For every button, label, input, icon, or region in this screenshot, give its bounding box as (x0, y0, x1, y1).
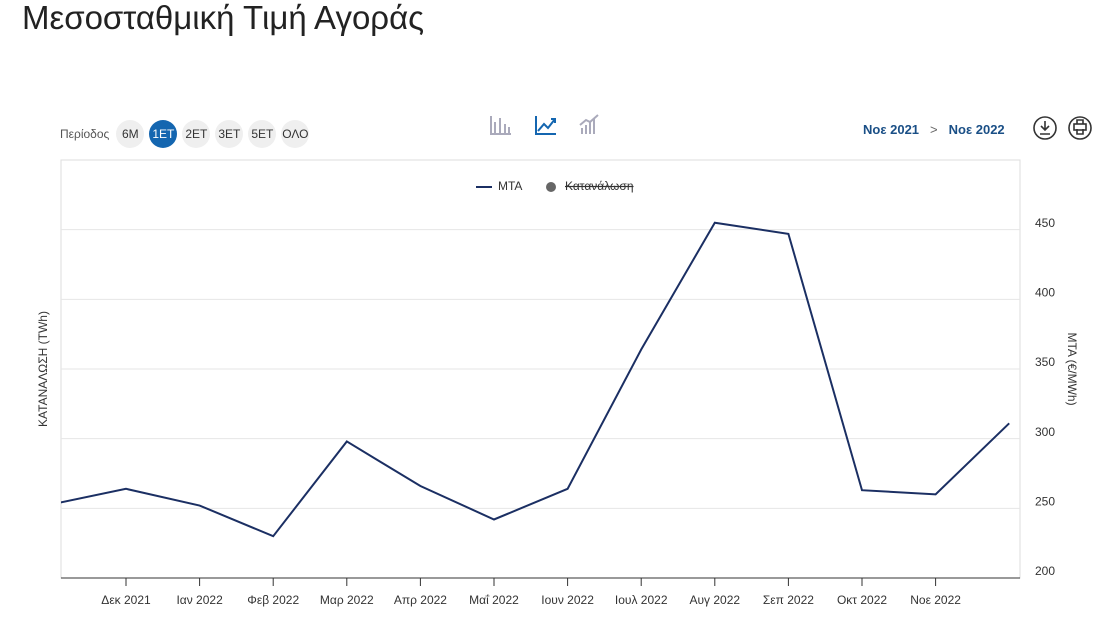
range-from[interactable]: Νοε 2021 (863, 122, 920, 137)
period-button[interactable]: 2ET (182, 120, 211, 148)
x-tick-label: Δεκ 2021 (101, 593, 151, 607)
series-line (61, 221, 1010, 538)
period-selector: Περίοδος 6M 1ET 2ET 3ET 5ET ΟΛΟ (60, 120, 310, 148)
y2-tick-label: 300 (1035, 425, 1055, 439)
x-tick-label: Μαΐ 2022 (469, 593, 519, 607)
range-to[interactable]: Νοε 2022 (948, 122, 1005, 137)
legend-swatch (546, 182, 556, 192)
period-button[interactable]: 6M (116, 120, 145, 148)
period-button[interactable]: 5ET (248, 120, 277, 148)
legend-label[interactable]: Κατανάλωση (565, 179, 634, 193)
y2-tick-label: 450 (1035, 216, 1055, 230)
y2-tick-label: 400 (1035, 286, 1055, 300)
download-icon[interactable] (1033, 116, 1057, 140)
y2-axis-label: MTA (€/MWh) (1065, 332, 1079, 405)
x-tick-label: Νοε 2022 (910, 593, 961, 607)
date-range: Νοε 2021 > Νοε 2022 (863, 122, 1005, 137)
y2-tick-label: 250 (1035, 495, 1055, 509)
legend-label: MTA (498, 179, 522, 193)
x-tick-label: Φεβ 2022 (247, 593, 299, 607)
period-button[interactable]: ΟΛΟ (281, 120, 310, 148)
y-axis-label: ΚΑΤΑΝΑΛΩΣΗ (TWh) (36, 311, 50, 427)
bar-chart-icon[interactable] (490, 116, 511, 135)
print-icon[interactable] (1068, 116, 1092, 140)
period-button[interactable]: 1ET (149, 120, 178, 148)
y2-tick-label: 350 (1035, 355, 1055, 369)
x-tick-label: Απρ 2022 (394, 593, 447, 607)
range-separator: > (930, 122, 938, 137)
x-tick-label: Ιουν 2022 (541, 593, 594, 607)
x-tick-label: Οκτ 2022 (837, 593, 887, 607)
x-tick-label: Μαρ 2022 (320, 593, 374, 607)
y2-tick-label: 200 (1035, 564, 1055, 578)
plot-clip (61, 221, 1010, 538)
x-tick-label: Ιουλ 2022 (615, 593, 668, 607)
x-tick-label: Ιαν 2022 (176, 593, 223, 607)
x-tick-label: Σεπ 2022 (763, 593, 814, 607)
page-title: Μεσοσταθμική Τιμή Αγοράς (22, 0, 425, 36)
combo-chart-icon[interactable] (579, 114, 599, 134)
period-label: Περίοδος (60, 127, 110, 141)
period-button[interactable]: 3ET (215, 120, 244, 148)
x-tick-label: Αυγ 2022 (689, 593, 740, 607)
line-chart-icon[interactable] (535, 116, 556, 135)
